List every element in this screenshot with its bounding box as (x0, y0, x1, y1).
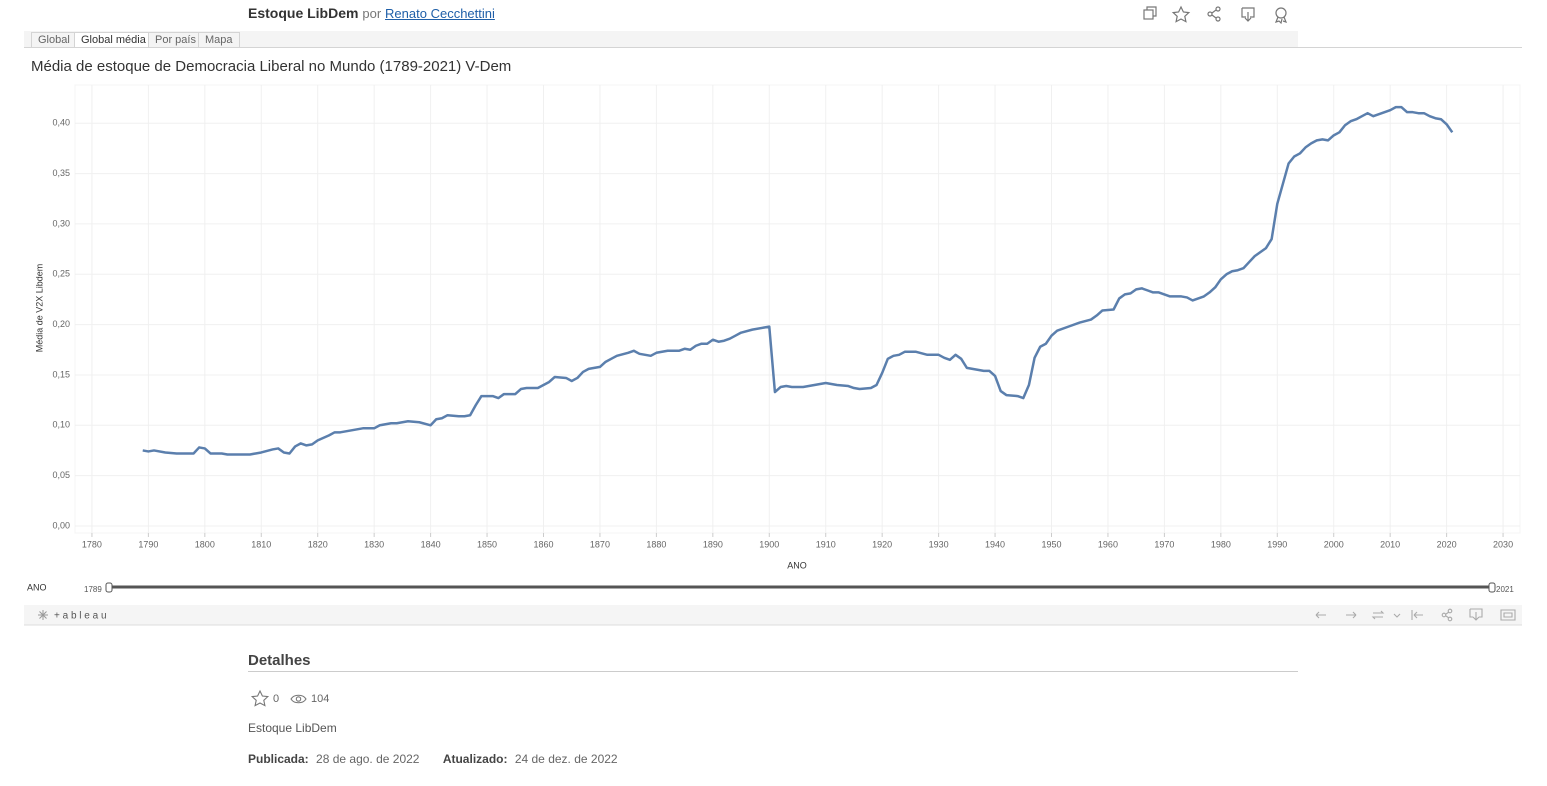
x-tick-label: 1780 (82, 539, 102, 549)
x-tick-label: 1870 (590, 539, 610, 549)
y-tick-label: 0,40 (52, 118, 70, 128)
x-tick-label: 2000 (1324, 539, 1344, 549)
tableau-mark (38, 610, 48, 620)
chart-title: Média de estoque de Democracia Liberal n… (31, 58, 511, 75)
updated-label: Atualizado: (442, 752, 508, 766)
favorites-count: 0 (273, 693, 280, 705)
fullscreen-button[interactable] (1500, 609, 1516, 621)
author-link[interactable]: Renato Cecchettini (385, 6, 495, 21)
tab[interactable]: Por país (148, 32, 203, 48)
published-date: 28 de ago. de 2022 (316, 752, 420, 766)
undo-button[interactable] (1315, 611, 1326, 619)
slider-handle[interactable] (105, 582, 113, 593)
y-tick-label: 0,15 (52, 369, 70, 379)
x-tick-label: 2020 (1437, 539, 1457, 549)
plot-area (74, 84, 1521, 534)
star-icon[interactable] (250, 689, 270, 707)
x-tick-label: 1910 (816, 539, 836, 549)
copy-icon[interactable] (1143, 6, 1157, 20)
x-tick-label: 1900 (759, 539, 779, 549)
reset-button[interactable] (1411, 610, 1423, 620)
y-tick-label: 0,20 (52, 319, 70, 329)
revert-button[interactable] (1371, 610, 1401, 620)
y-tick-label: 0,10 (52, 420, 70, 430)
download-button[interactable] (1469, 608, 1483, 621)
tab[interactable]: Global (31, 32, 77, 48)
share-icon[interactable] (1207, 6, 1221, 22)
x-tick-label: 1990 (1267, 539, 1287, 549)
x-tick-label: 1890 (703, 539, 723, 549)
x-tick-label: 2010 (1380, 539, 1400, 549)
x-tick-label: 1820 (308, 539, 328, 549)
tab[interactable]: Global média (74, 32, 153, 48)
x-tick-label: 1960 (1098, 539, 1118, 549)
x-axis-label: ANO (787, 560, 807, 570)
x-tick-label: 1790 (138, 539, 158, 549)
x-tick-label: 1850 (477, 539, 497, 549)
x-tick-label: 1860 (533, 539, 553, 549)
details-divider (248, 671, 1298, 672)
x-tick-label: 1930 (929, 539, 949, 549)
filter-min: 1789 (84, 585, 102, 594)
header-icons (1143, 5, 1288, 25)
favorite-icon[interactable] (1171, 5, 1191, 23)
eye-icon (290, 694, 307, 704)
chart: Média de estoque de Democracia Liberal n… (24, 58, 1522, 626)
x-tick-label: 1800 (195, 539, 215, 549)
x-tick-label: 2030 (1493, 539, 1513, 549)
y-tick-label: 0,00 (52, 520, 70, 530)
x-tick-label: 1830 (364, 539, 384, 549)
tableau-logo: + a b l e a u (54, 611, 107, 622)
x-tick-label: 1810 (251, 539, 271, 549)
x-tick-label: 1840 (421, 539, 441, 549)
x-tick-label: 1920 (872, 539, 892, 549)
updated-date: 24 de dez. de 2022 (514, 752, 618, 766)
y-tick-label: 0,35 (52, 168, 70, 178)
viz-title: Estoque LibDem (248, 5, 359, 21)
y-tick-label: 0,05 (52, 470, 70, 480)
by-label: por (362, 6, 382, 21)
y-tick-label: 0,25 (52, 269, 70, 279)
details-stats-icons (250, 689, 307, 707)
x-tick-label: 1980 (1211, 539, 1231, 549)
x-tick-label: 1880 (646, 539, 666, 549)
views-count: 104 (311, 693, 330, 705)
y-tick-label: 0,30 (52, 218, 70, 228)
slider-handle[interactable] (1488, 582, 1496, 593)
grid (74, 84, 1521, 534)
dates: Publicada: 28 de ago. de 2022 Atualizado… (248, 752, 618, 766)
filter-label: ANO (27, 582, 47, 592)
filter-max: 2021 (1496, 585, 1514, 594)
x-tick-label: 1940 (985, 539, 1005, 549)
x-tick-label: 1970 (1154, 539, 1174, 549)
toolbar (24, 605, 1522, 625)
redo-button[interactable] (1346, 611, 1357, 619)
description: Estoque LibDem (248, 721, 337, 735)
details-heading: Detalhes (248, 652, 311, 669)
published-label: Publicada: (248, 752, 309, 766)
x-tick-label: 1950 (1041, 539, 1061, 549)
badge-icon[interactable] (1274, 7, 1288, 25)
divider (24, 47, 1522, 48)
header: Estoque LibDem por Renato Cecchettini (248, 5, 495, 21)
data-line (142, 105, 1454, 456)
y-axis-label: Média de V2X Libdem (34, 264, 44, 353)
tab[interactable]: Mapa (198, 32, 240, 48)
download-icon[interactable] (1241, 7, 1255, 22)
share-button[interactable] (1441, 608, 1453, 622)
